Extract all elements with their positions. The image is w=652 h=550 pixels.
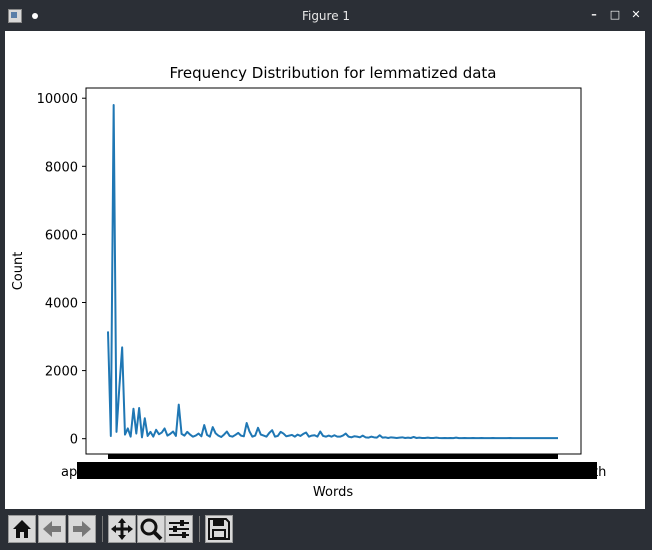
y-tick-label: 2000	[45, 365, 78, 380]
home-button[interactable]	[8, 515, 36, 543]
save-button[interactable]	[205, 515, 233, 543]
plot-frame	[85, 87, 582, 455]
zoom-button[interactable]	[137, 515, 165, 543]
y-tick-label: 10000	[37, 92, 78, 107]
y-tick-label: 0	[70, 433, 78, 448]
y-tick-label: 6000	[45, 228, 78, 243]
close-button[interactable]: ✕	[631, 8, 641, 21]
forward-arrow-icon	[73, 521, 91, 537]
pan-icon	[111, 518, 133, 540]
forward-button[interactable]	[68, 515, 96, 543]
x-tick-label-last: th	[593, 465, 606, 480]
window-titlebar: Figure 1 – □ ✕	[0, 0, 652, 30]
window-title: Figure 1	[301, 9, 351, 23]
toolbar-separator	[102, 516, 103, 542]
series-line	[107, 104, 558, 440]
sticky-dot-icon[interactable]	[32, 13, 38, 19]
toolbar-separator	[199, 516, 200, 542]
x-tick-label-first: ap	[61, 465, 77, 480]
maximize-button[interactable]: □	[609, 8, 621, 21]
back-button[interactable]	[38, 515, 66, 543]
chart-title: Frequency Distribution for lemmatized da…	[170, 64, 497, 82]
minimize-button[interactable]: –	[591, 8, 597, 21]
x-axis-label: Words	[313, 485, 353, 500]
y-tick-label: 8000	[45, 160, 78, 175]
configure-subplots-button[interactable]	[165, 515, 193, 543]
y-axis-label: Count	[11, 252, 26, 291]
home-icon	[13, 520, 31, 538]
configure-subplots-icon	[169, 520, 189, 538]
save-icon	[208, 518, 230, 540]
zoom-icon	[140, 518, 163, 541]
pan-button[interactable]	[108, 515, 136, 543]
app-icon	[8, 9, 22, 23]
back-arrow-icon	[43, 521, 61, 537]
y-tick-label: 4000	[45, 296, 78, 311]
x-tick-labels-overlap	[77, 462, 597, 479]
navigation-toolbar	[0, 510, 652, 550]
chart: Frequency Distribution for lemmatized da…	[11, 64, 606, 500]
figure-canvas[interactable]: Frequency Distribution for lemmatized da…	[5, 31, 645, 509]
x-tick-marks	[108, 454, 558, 459]
